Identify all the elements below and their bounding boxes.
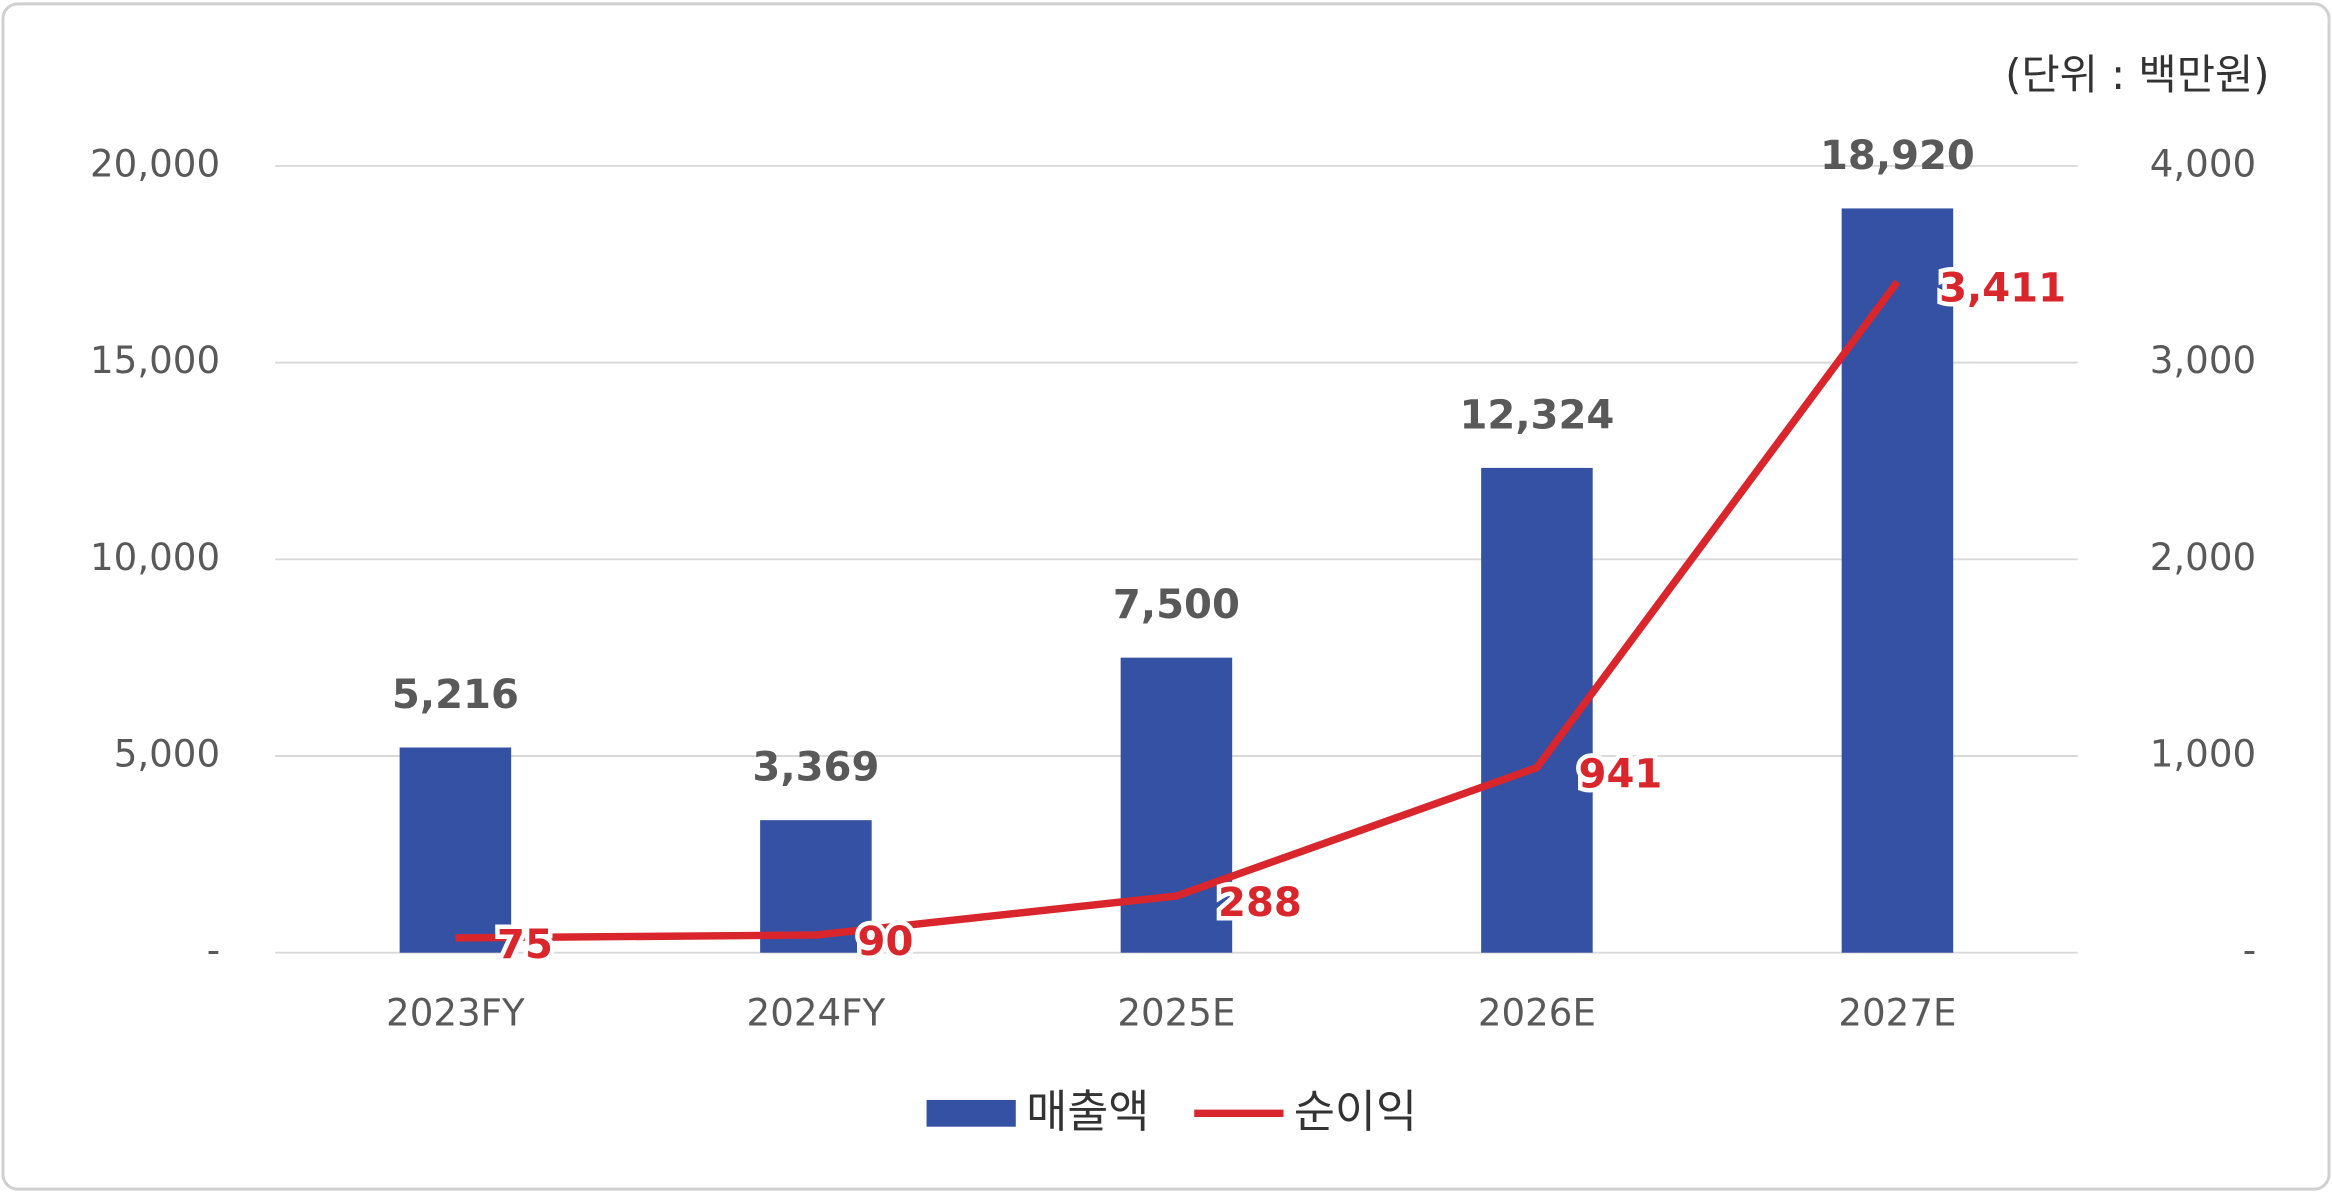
y-tick-label: 5,000 bbox=[114, 732, 220, 776]
x-tick-label: 2026E bbox=[1478, 991, 1596, 1035]
line-value-label: 941 bbox=[1579, 752, 1663, 798]
legend-label: 순이익 bbox=[1294, 1086, 1417, 1138]
y2-tick-label: 3,000 bbox=[2150, 338, 2256, 382]
y-tick-label: 15,000 bbox=[90, 338, 220, 382]
bar-value-label: 7,500 bbox=[1113, 582, 1240, 628]
bar-value-label: 3,369 bbox=[752, 745, 879, 791]
legend-label: 매출액 bbox=[1026, 1086, 1149, 1138]
y-tick-label: 10,000 bbox=[90, 535, 220, 579]
y-tick-label: 20,000 bbox=[90, 141, 220, 185]
bar-value-label: 5,216 bbox=[392, 672, 519, 718]
bar bbox=[399, 747, 512, 953]
line bbox=[455, 279, 1901, 942]
line-value-label: 75 bbox=[497, 922, 553, 968]
x-tick-label: 2023FY bbox=[386, 991, 525, 1035]
line-value-label: 90 bbox=[858, 919, 914, 965]
y2-tick-label: 2,000 bbox=[2150, 535, 2256, 579]
line-value-label: 3,411 bbox=[1939, 266, 2066, 312]
bar bbox=[1841, 208, 1954, 953]
bar-value-label: 18,920 bbox=[1820, 133, 1975, 179]
x-tick-label: 2024FY bbox=[747, 991, 886, 1035]
legend-swatch bbox=[926, 1099, 1016, 1127]
bar-value-label: 12,324 bbox=[1459, 392, 1614, 438]
x-tick-label: 2027E bbox=[1838, 991, 1956, 1035]
bar bbox=[1481, 467, 1593, 953]
y2-tick-label: 4,000 bbox=[2150, 141, 2256, 185]
bar bbox=[1120, 657, 1233, 953]
line-value-label: 288 bbox=[1218, 880, 1302, 926]
y-tick-label: - bbox=[207, 928, 220, 972]
y2-tick-label: - bbox=[2243, 928, 2256, 972]
unit-note: (단위 : 백만원) bbox=[2005, 50, 2269, 99]
y2-tick-label: 1,000 bbox=[2150, 732, 2256, 776]
x-tick-label: 2025E bbox=[1117, 991, 1235, 1035]
